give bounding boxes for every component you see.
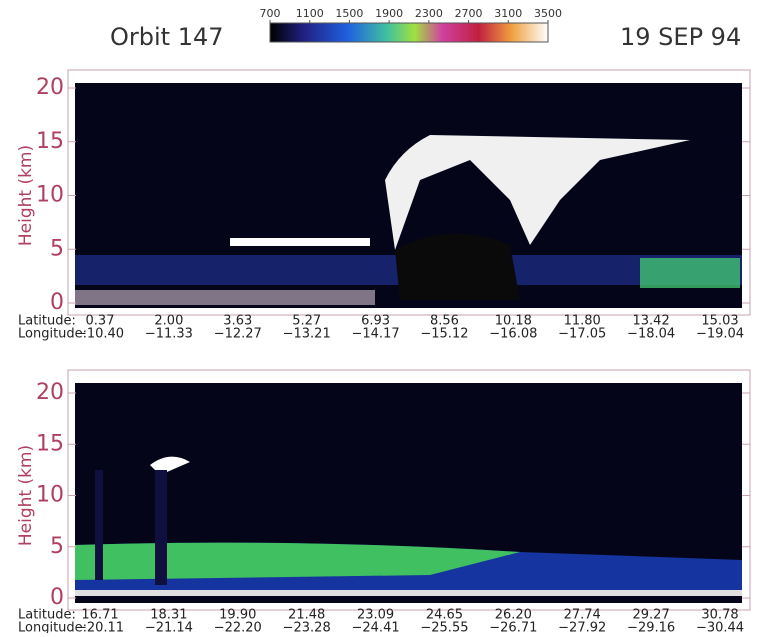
colorbar-tick-label: 3100 [494,7,522,20]
image [230,238,370,246]
longitude-value: −12.27 [214,327,262,342]
image [640,258,740,288]
longitude-value: −19.04 [696,327,744,342]
y-axis-label: Height (km) [16,445,36,546]
colorbar-tick-label: 2700 [455,7,483,20]
longitude-value: −21.14 [145,621,193,634]
longitude-value: −23.28 [283,621,331,634]
colorbar-tick-label: 1100 [296,7,324,20]
longitude-value: −15.12 [420,327,468,342]
colorbar-tick-label: 2300 [415,7,443,20]
longitude-value: −24.41 [352,621,400,634]
longitude-value: −22.20 [214,621,262,634]
y-tick-label: 20 [36,75,64,100]
colorbar-tick-label: 3500 [534,7,562,20]
colorbar-tick-label: 1500 [335,7,363,20]
longitude-value: −20.11 [76,621,124,634]
image [75,290,375,305]
longitude-value: −14.17 [352,327,400,342]
y-tick-label: 5 [50,534,64,559]
longitude-value: −16.08 [489,327,537,342]
longitude-value: −13.21 [283,327,331,342]
y-tick-label: 10 [36,483,64,508]
longitude-value: −29.16 [627,621,675,634]
date-label: 19 SEP 94 [620,23,741,51]
y-tick-label: 15 [36,431,64,456]
longitude-value: −10.40 [76,327,124,342]
y-tick-label: 0 [50,290,64,315]
longitude-value: −26.71 [489,621,537,634]
figure: Orbit 147 19 SEP 94 05101520Height (km)L… [0,0,764,633]
longitude-value: −11.33 [145,327,193,342]
longitude-value: −18.04 [627,327,675,342]
y-tick-label: 0 [50,585,64,610]
colorbar-tick-label: 1900 [375,7,403,20]
longitude-value: −25.55 [420,621,468,634]
image [395,234,520,300]
image [75,590,742,596]
image [95,470,103,580]
y-axis-label: Height (km) [16,145,36,246]
longitude-value: −30.44 [696,621,744,634]
longitude-value: −17.05 [558,327,606,342]
y-tick-label: 15 [36,129,64,154]
y-tick-label: 20 [36,380,64,405]
y-tick-label: 5 [50,236,64,261]
longitude-value: −27.92 [558,621,606,634]
image [155,470,167,585]
y-tick-label: 10 [36,183,64,208]
orbit-label: Orbit 147 [110,23,224,51]
colorbar-tick-label: 700 [260,7,281,20]
colorbar [270,23,548,42]
